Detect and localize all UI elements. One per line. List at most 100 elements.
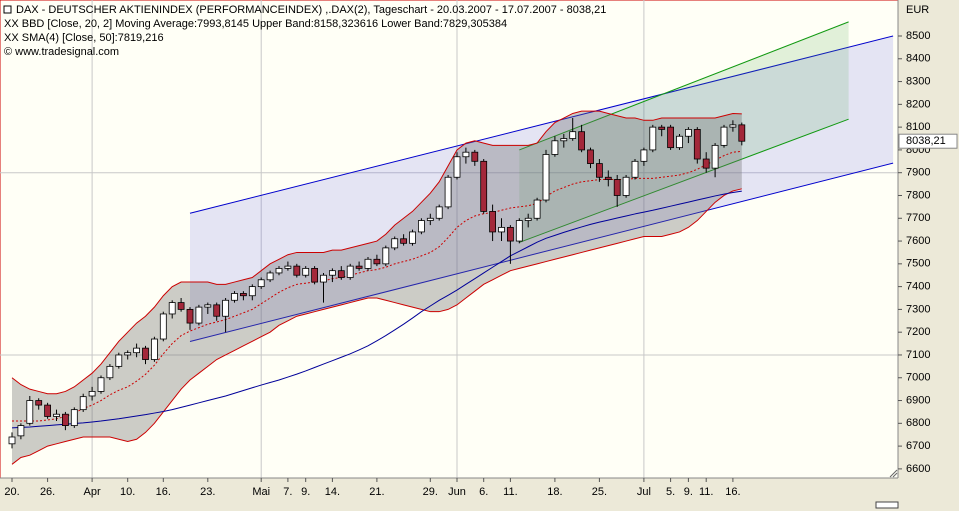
- indicator-line: [11, 188, 742, 465]
- candle-body: [106, 365, 114, 379]
- y-tick-label: 7500: [906, 258, 930, 270]
- x-tick-label: 9.: [684, 486, 693, 498]
- candle-body: [248, 286, 256, 297]
- chart-title: DAX - DEUTSCHER AKTIENINDEX (PERFORMANCE…: [16, 4, 606, 16]
- candle-body: [239, 293, 247, 297]
- candle-body: [97, 377, 105, 392]
- y-tick-label: 7100: [906, 349, 930, 361]
- y-tick-label: 8200: [906, 98, 930, 110]
- candle-body: [8, 436, 16, 445]
- candle-body: [604, 176, 612, 180]
- x-tick-label: Mai: [252, 486, 270, 498]
- candle-body: [293, 265, 301, 276]
- y-tick-label: 6800: [906, 417, 930, 429]
- x-tick-label: 26.: [40, 486, 55, 498]
- candle-body: [613, 179, 621, 196]
- candle-body: [364, 258, 372, 269]
- plot: [0, 0, 898, 478]
- y-tick-label: 7300: [906, 303, 930, 315]
- indicator-label: XX BBD [Close, 20, 2] Moving Average:799…: [4, 18, 507, 30]
- candle-body: [498, 226, 505, 233]
- candle-body: [702, 158, 710, 169]
- candle-body: [409, 231, 416, 244]
- candle-body: [676, 135, 683, 149]
- candle-body: [578, 131, 585, 151]
- candle-body: [471, 151, 479, 162]
- candle-body: [213, 304, 221, 317]
- x-tick-label: 6.: [479, 486, 488, 498]
- icon: [3, 5, 12, 14]
- channel-line: [519, 118, 849, 243]
- candle-body: [337, 270, 345, 278]
- y-tick-label: 7700: [906, 212, 930, 224]
- x-tick-label: Jul: [637, 486, 651, 498]
- candle-body: [320, 274, 327, 283]
- indicator-label: XX SMA(4) [Close, 50]:7819,216: [4, 32, 164, 44]
- candle-body: [186, 309, 194, 324]
- candle-body: [231, 293, 238, 301]
- candle-body: [640, 149, 648, 162]
- y-tick-label: 7200: [906, 326, 930, 338]
- candle-body: [515, 220, 523, 242]
- y-tick-label: 6700: [906, 440, 930, 452]
- resize-grip[interactable]: [889, 469, 898, 478]
- candle-body: [506, 226, 514, 242]
- candle-body: [177, 302, 185, 310]
- copyright: © www.tradesignal.com: [4, 46, 119, 58]
- candle-body: [587, 149, 594, 164]
- candle-body: [88, 391, 96, 397]
- x-tick-label: Jun: [448, 486, 466, 498]
- candle-body: [150, 338, 158, 360]
- candle-body: [480, 160, 488, 212]
- y-tick-label: 7400: [906, 281, 930, 293]
- candle-body: [311, 267, 319, 283]
- candle-body: [462, 151, 470, 158]
- candle-body: [631, 160, 639, 178]
- candle-body: [685, 129, 692, 137]
- candle-body: [417, 220, 425, 233]
- candle-body: [257, 279, 265, 288]
- plot-area: [0, 0, 899, 479]
- candle-body: [26, 400, 34, 424]
- x-tick-label: 9.: [301, 486, 310, 498]
- candle-body: [79, 396, 87, 411]
- y-tick-label: 8300: [906, 75, 930, 87]
- candle-body: [596, 163, 603, 178]
- candle-body: [489, 211, 497, 233]
- candle-body: [542, 154, 550, 201]
- candle-body: [400, 238, 408, 244]
- candle-body: [667, 126, 674, 149]
- y-tick-label: 7900: [906, 167, 930, 179]
- x-tick-label: 20.: [4, 486, 19, 498]
- indicator-line: [11, 110, 742, 395]
- x-tick-label: 25.: [592, 486, 607, 498]
- candle-body: [70, 409, 78, 426]
- channel-area: [519, 21, 849, 243]
- candle-body: [328, 270, 336, 276]
- x-tick-label: 16.: [156, 486, 171, 498]
- y-tick-label: 8100: [906, 121, 930, 133]
- candle-body: [426, 217, 434, 221]
- x-tick-label: Apr: [84, 486, 101, 498]
- x-tick-label: 5.: [666, 486, 675, 498]
- y-tick-label: 7000: [906, 372, 930, 384]
- x-tick-label: 18.: [547, 486, 562, 498]
- candle-body: [551, 140, 559, 155]
- candle-body: [533, 199, 541, 219]
- candle-body: [373, 258, 381, 265]
- candle-body: [62, 413, 69, 426]
- candle-body: [302, 267, 310, 276]
- candle-body: [44, 404, 51, 417]
- candle-body: [622, 176, 630, 196]
- scroll-handle[interactable]: [875, 501, 899, 509]
- candle-body: [222, 299, 230, 317]
- last-price-box: [898, 133, 958, 149]
- candle-body: [159, 313, 167, 340]
- candle-body: [17, 425, 25, 437]
- y-tick-label: 8400: [906, 53, 930, 65]
- y-tick-label: 6600: [906, 463, 930, 475]
- last-price-label: 8038,21: [906, 135, 946, 147]
- candle-body: [453, 156, 461, 178]
- x-tick-label: 10.: [120, 486, 135, 498]
- candle-body: [382, 247, 390, 265]
